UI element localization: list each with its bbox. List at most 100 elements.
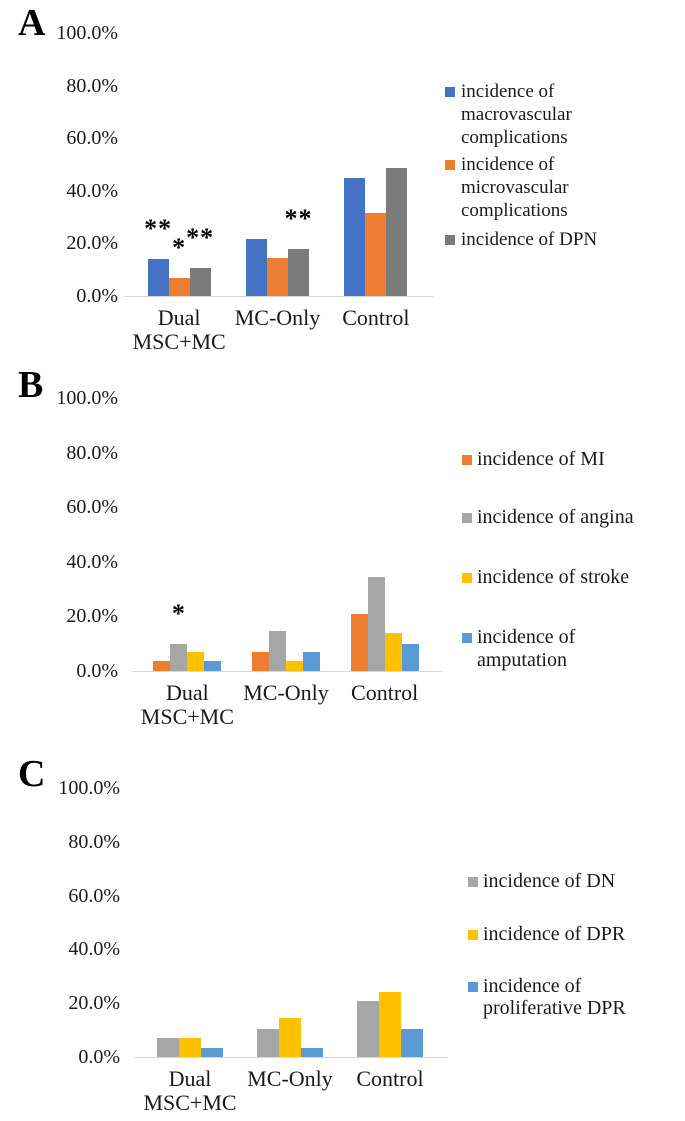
category-label: Control [325, 681, 444, 705]
category-label: MC-Only [218, 306, 336, 330]
legend-swatch [468, 877, 478, 887]
category-label-line: MSC+MC [140, 704, 234, 729]
bar-b-series1-cat0 [170, 643, 188, 671]
significance-star: ** [284, 203, 313, 233]
x-axis-line [132, 671, 442, 672]
bar-a-series2-cat2 [386, 168, 408, 296]
panel-b: B 100.0% 80.0% 60.0% 40.0% 20.0% 0.0% * Dual MSC+… [0, 366, 685, 740]
category-label-line: Dual [168, 1066, 212, 1091]
legend-item-label: incidence of microvascular complications [461, 153, 569, 222]
bar-a-series1-cat1 [267, 257, 288, 296]
legend-swatch [445, 160, 455, 170]
category-label-line: MC-Only [234, 305, 321, 330]
category-label-line: MC-Only [243, 680, 329, 705]
bar-c-series1-cat0 [179, 1038, 201, 1057]
bar-a-series0-cat1 [246, 239, 267, 296]
y-tick-label: 60.0% [66, 496, 118, 519]
bar-b-series3-cat0 [204, 661, 222, 671]
bar-b-series0-cat0 [153, 661, 171, 671]
bar-b-series0-cat1 [252, 651, 269, 671]
legend-swatch [445, 235, 455, 245]
category-label-line: Control [356, 1066, 424, 1091]
legend-swatch [462, 633, 472, 643]
y-tick-label: 40.0% [66, 179, 118, 202]
category-label: Dual MSC+MC [128, 681, 247, 729]
bar-c-series0-cat1 [257, 1028, 279, 1057]
bar-c-series0-cat0 [157, 1038, 179, 1057]
category-label-line: Control [351, 680, 419, 705]
panel-label: A [18, 2, 46, 44]
legend-label-line: amputation [477, 648, 567, 671]
category-label: MC-Only [230, 1067, 350, 1091]
legend-swatch [462, 573, 472, 583]
panel-c: C 100.0% 80.0% 60.0% 40.0% 20.0% 0.0% Dual MSC+M… [0, 740, 685, 1121]
y-tick-label: 100.0% [56, 387, 118, 409]
y-tick-label: 60.0% [66, 127, 118, 150]
bar-b-series1-cat1 [269, 631, 286, 671]
y-tick-label: 80.0% [68, 830, 120, 853]
legend-label-line: proliferative DPR [483, 997, 626, 1019]
y-tick-label: 0.0% [78, 1046, 120, 1068]
bar-c-series2-cat1 [301, 1047, 323, 1057]
category-label: Control [330, 1067, 450, 1091]
y-tick-label: 80.0% [66, 441, 118, 464]
legend-label-line: incidence of DPR [483, 923, 626, 945]
panel-label: C [18, 753, 46, 795]
legend-item-label: incidence of stroke [477, 566, 629, 589]
significance-star: * [171, 598, 186, 628]
legend-item-label: incidence of angina [477, 506, 634, 529]
legend-label-line: incidence of stroke [477, 565, 630, 588]
y-tick-label: 0.0% [76, 660, 118, 682]
bar-c-series2-cat0 [201, 1047, 223, 1057]
bar-c-series1-cat1 [279, 1017, 301, 1057]
category-label-line: MSC+MC [132, 329, 226, 354]
y-tick-label: 60.0% [68, 884, 120, 907]
category-label: Dual MSC+MC [130, 1067, 250, 1115]
category-label-line: Control [342, 305, 410, 330]
category-label-line: MC-Only [247, 1066, 333, 1091]
legend-item-label: incidence of DPN [461, 228, 597, 251]
legend-item-label: incidence of DPR [483, 923, 625, 945]
y-tick-label: 20.0% [68, 992, 120, 1015]
y-tick-label: 100.0% [56, 22, 118, 44]
bar-a-series1-cat0 [168, 277, 190, 296]
bar-b-series0-cat2 [350, 613, 368, 671]
bar-b-series2-cat1 [286, 661, 303, 671]
legend-label-line: incidence of [477, 625, 576, 648]
bar-c-series2-cat2 [401, 1028, 423, 1057]
bar-a-series1-cat2 [365, 213, 387, 296]
bar-a-series2-cat0 [189, 268, 211, 296]
legend-label-line: incidence of [461, 153, 555, 175]
legend-label-line: incidence of MI [477, 447, 605, 470]
legend-label-line: incidence of angina [477, 505, 634, 528]
category-label: Dual MSC+MC [120, 306, 238, 354]
x-axis-line [124, 296, 433, 297]
bar-a-series0-cat2 [344, 177, 366, 296]
bar-b-series2-cat0 [187, 651, 205, 671]
bar-b-series1-cat2 [367, 576, 385, 671]
legend-swatch [468, 930, 478, 940]
legend-item-label: incidence of proliferative DPR [483, 975, 626, 1019]
y-tick-label: 40.0% [68, 938, 120, 961]
y-tick-label: 20.0% [66, 605, 118, 628]
y-tick-label: 0.0% [76, 285, 118, 307]
bar-c-series0-cat2 [357, 1000, 379, 1057]
significance-star: ** [186, 223, 215, 253]
legend-item-label: incidence of macrovascular complications [461, 80, 572, 149]
legend-swatch [462, 455, 472, 465]
category-label-line: Dual [157, 305, 201, 330]
significance-star: * [172, 232, 187, 262]
legend-label-line: macrovascular [461, 103, 572, 125]
legend-label-line: incidence of DN [483, 870, 616, 892]
legend-label-line: complications [461, 126, 568, 148]
legend-label-line: microvascular [461, 176, 569, 198]
y-tick-label: 80.0% [66, 74, 118, 97]
panel-a: A 100.0% 80.0% 60.0% 40.0% 20.0% 0.0% ** * ** ** Du… [0, 0, 685, 370]
legend-label-line: incidence of [461, 80, 555, 102]
bar-b-series2-cat2 [384, 632, 402, 671]
category-label: Control [317, 306, 435, 330]
legend-label-line: incidence of DPN [461, 228, 598, 250]
bar-a-series2-cat1 [288, 248, 309, 296]
category-label: MC-Only [227, 681, 346, 705]
panel-label: B [18, 364, 44, 406]
